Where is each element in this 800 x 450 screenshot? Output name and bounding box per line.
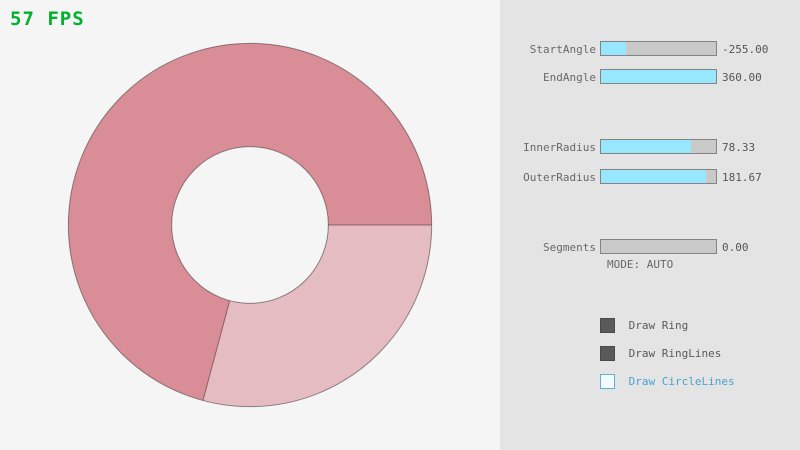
inner-radius-slider[interactable] bbox=[600, 139, 717, 154]
end-angle-slider-fill bbox=[601, 70, 716, 83]
outer-radius-slider[interactable] bbox=[600, 169, 717, 184]
slider-row-end-angle: EndAngle 360.00 bbox=[500, 69, 800, 84]
outer-radius-label: OuterRadius bbox=[523, 171, 596, 184]
draw-circlelines-checkbox[interactable] bbox=[600, 374, 615, 389]
fps-counter: 57 FPS bbox=[10, 8, 85, 30]
segments-value: 0.00 bbox=[722, 241, 749, 254]
slider-row-start-angle: StartAngle -255.00 bbox=[500, 41, 800, 56]
ring-chart bbox=[67, 42, 433, 408]
slider-row-inner-radius: InnerRadius 78.33 bbox=[500, 139, 800, 154]
draw-ring-label: Draw Ring bbox=[628, 319, 689, 332]
controls-panel: StartAngle -255.00 EndAngle 360.00 Inner… bbox=[500, 0, 800, 450]
segments-slider[interactable] bbox=[600, 239, 717, 254]
checkbox-draw-ringlines[interactable]: Draw RingLines bbox=[600, 346, 721, 362]
end-angle-label: EndAngle bbox=[543, 71, 596, 84]
draw-ringlines-label: Draw RingLines bbox=[628, 347, 722, 360]
outer-radius-value: 181.67 bbox=[722, 171, 762, 184]
inner-radius-value: 78.33 bbox=[722, 141, 756, 154]
ring-canvas: 57 FPS bbox=[10, 8, 433, 408]
draw-ringlines-checkbox[interactable] bbox=[600, 346, 615, 361]
start-angle-slider[interactable] bbox=[600, 41, 717, 56]
start-angle-slider-fill bbox=[601, 42, 627, 55]
outer-radius-slider-fill bbox=[601, 170, 706, 183]
segments-label: Segments bbox=[543, 241, 596, 254]
inner-radius-slider-fill bbox=[601, 140, 691, 153]
checkbox-draw-ring[interactable]: Draw Ring bbox=[600, 318, 688, 334]
slider-row-segments: Segments 0.00 bbox=[500, 239, 800, 254]
end-angle-value: 360.00 bbox=[722, 71, 762, 84]
segments-mode-label: MODE: AUTO bbox=[607, 258, 674, 271]
slider-row-outer-radius: OuterRadius 181.67 bbox=[500, 169, 800, 184]
checkbox-draw-circlelines[interactable]: Draw CircleLines bbox=[600, 374, 735, 390]
draw-ring-checkbox[interactable] bbox=[600, 318, 615, 333]
end-angle-slider[interactable] bbox=[600, 69, 717, 84]
draw-circlelines-label: Draw CircleLines bbox=[628, 375, 735, 388]
inner-radius-label: InnerRadius bbox=[523, 141, 596, 154]
start-angle-label: StartAngle bbox=[529, 43, 596, 56]
start-angle-value: -255.00 bbox=[722, 43, 769, 56]
